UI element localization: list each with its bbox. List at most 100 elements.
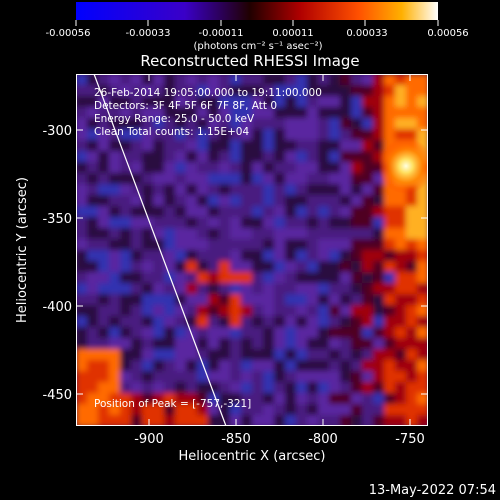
- image-pixel: [120, 228, 132, 240]
- image-pixel: [120, 360, 132, 372]
- image-pixel: [351, 261, 363, 273]
- image-pixel: [263, 327, 275, 339]
- image-pixel: [340, 316, 352, 328]
- image-pixel: [340, 74, 352, 86]
- image-pixel: [153, 96, 165, 108]
- image-pixel: [175, 217, 187, 229]
- image-pixel: [329, 316, 341, 328]
- image-pixel: [164, 360, 176, 372]
- image-pixel: [362, 294, 374, 306]
- image-pixel: [76, 217, 88, 229]
- image-pixel: [417, 250, 428, 262]
- image-pixel: [362, 283, 374, 295]
- image-pixel: [76, 250, 88, 262]
- image-pixel: [362, 371, 374, 383]
- image-pixel: [384, 239, 396, 251]
- image-pixel: [164, 382, 176, 394]
- image-pixel: [208, 283, 220, 295]
- image-pixel: [197, 217, 209, 229]
- image-pixel: [351, 151, 363, 163]
- image-pixel: [274, 294, 286, 306]
- image-pixel: [395, 206, 407, 218]
- image-pixel: [329, 415, 341, 426]
- image-pixel: [318, 327, 330, 339]
- image-pixel: [406, 129, 418, 141]
- image-pixel: [263, 349, 275, 361]
- image-pixel: [219, 404, 231, 416]
- image-pixel: [219, 96, 231, 108]
- image-pixel: [230, 195, 242, 207]
- image-pixel: [87, 74, 99, 86]
- image-pixel: [120, 382, 132, 394]
- image-pixel: [362, 404, 374, 416]
- image-pixel: [76, 338, 88, 350]
- image-pixel: [164, 107, 176, 119]
- image-pixel: [307, 404, 319, 416]
- image-pixel: [120, 327, 132, 339]
- image-pixel: [208, 316, 220, 328]
- image-pixel: [164, 338, 176, 350]
- image-pixel: [120, 85, 132, 97]
- image-pixel: [142, 338, 154, 350]
- image-pixel: [351, 173, 363, 185]
- image-pixel: [109, 272, 121, 284]
- image-pixel: [296, 404, 308, 416]
- image-pixel: [208, 338, 220, 350]
- image-pixel: [153, 294, 165, 306]
- image-pixel: [109, 195, 121, 207]
- image-pixel: [417, 129, 428, 141]
- image-pixel: [131, 272, 143, 284]
- image-pixel: [384, 129, 396, 141]
- image-pixel: [252, 129, 264, 141]
- image-pixel: [406, 294, 418, 306]
- image-pixel: [329, 228, 341, 240]
- image-pixel: [340, 173, 352, 185]
- image-pixel: [109, 305, 121, 317]
- image-pixel: [329, 74, 341, 86]
- image-pixel: [285, 382, 297, 394]
- image-pixel: [362, 74, 374, 86]
- image-pixel: [164, 151, 176, 163]
- image-pixel: [340, 305, 352, 317]
- image-pixel: [153, 404, 165, 416]
- image-pixel: [373, 261, 385, 273]
- image-pixel: [296, 250, 308, 262]
- image-pixel: [384, 195, 396, 207]
- image-pixel: [362, 250, 374, 262]
- image-pixel: [274, 195, 286, 207]
- image-pixel: [230, 415, 242, 426]
- image-pixel: [373, 140, 385, 152]
- image-pixel: [373, 195, 385, 207]
- image-pixel: [252, 74, 264, 86]
- info-line: Detectors: 3F 4F 5F 6F 7F 8F, Att 0: [94, 100, 277, 112]
- image-pixel: [274, 382, 286, 394]
- image-pixel: [197, 74, 209, 86]
- image-pixel: [87, 162, 99, 174]
- image-pixel: [252, 140, 264, 152]
- image-pixel: [351, 129, 363, 141]
- image-pixel: [329, 272, 341, 284]
- image-pixel: [373, 118, 385, 130]
- image-pixel: [219, 239, 231, 251]
- image-pixel: [296, 349, 308, 361]
- image-pixel: [98, 261, 110, 273]
- image-pixel: [208, 162, 220, 174]
- image-pixel: [263, 96, 275, 108]
- image-pixel: [120, 393, 132, 405]
- image-pixel: [142, 239, 154, 251]
- image-pixel: [131, 107, 143, 119]
- image-pixel: [362, 316, 374, 328]
- image-pixel: [417, 96, 428, 108]
- image-pixel: [131, 382, 143, 394]
- image-pixel: [395, 272, 407, 284]
- image-pixel: [98, 195, 110, 207]
- image-pixel: [307, 239, 319, 251]
- image-pixel: [230, 173, 242, 185]
- colorbar-tick-label: -0.00011: [199, 28, 244, 39]
- image-pixel: [208, 294, 220, 306]
- image-pixel: [329, 151, 341, 163]
- image-pixel: [296, 129, 308, 141]
- image-pixel: [76, 239, 88, 251]
- image-pixel: [417, 316, 428, 328]
- image-pixel: [175, 85, 187, 97]
